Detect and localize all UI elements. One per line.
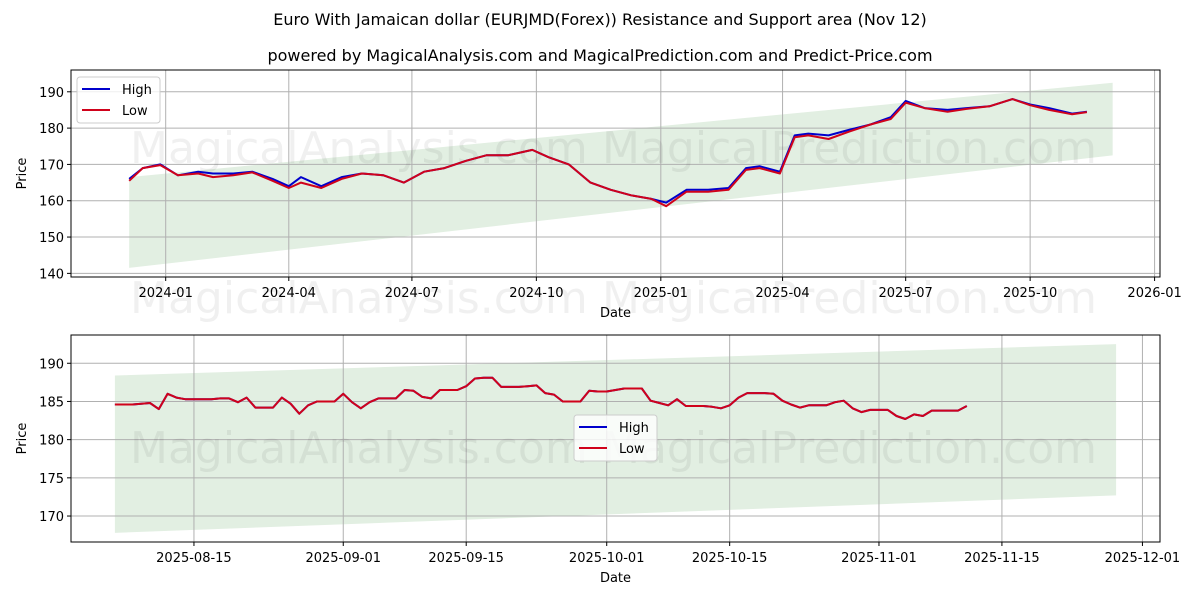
x-tick-label: 2025-10-15 bbox=[692, 551, 768, 566]
price-lines bbox=[114, 376, 968, 420]
legend-high-label: High bbox=[619, 421, 649, 436]
x-tick-label: 2024-07 bbox=[385, 286, 439, 301]
watermark-left: MagicalAnalysis.com bbox=[130, 423, 588, 474]
legend-low-label: Low bbox=[122, 104, 148, 119]
legend-high-label: High bbox=[122, 83, 152, 98]
low-line bbox=[128, 98, 1088, 208]
chart-title: Euro With Jamaican dollar (EURJMD(Forex)… bbox=[273, 10, 927, 29]
axis-ticks: 140 150 160 170 180 190 2024-01 2024-04 2024-07 2… bbox=[39, 86, 1182, 301]
x-tick-label: 2026-01 bbox=[1127, 286, 1181, 301]
legend-low-label: Low bbox=[619, 442, 645, 457]
x-tick-label: 2025-07 bbox=[879, 286, 933, 301]
x-tick-label: 2025-04 bbox=[755, 286, 809, 301]
x-tick-label: 2025-11-01 bbox=[841, 551, 917, 566]
y-tick-label: 160 bbox=[39, 195, 64, 210]
y-tick-label: 175 bbox=[39, 472, 64, 487]
x-tick-label: 2025-08-15 bbox=[156, 551, 232, 566]
y-tick-label: 150 bbox=[39, 231, 64, 246]
y-tick-label: 170 bbox=[39, 510, 64, 525]
x-tick-label: 2025-09-15 bbox=[428, 551, 504, 566]
legend: High Low bbox=[76, 76, 161, 124]
grid-lines bbox=[71, 70, 1160, 277]
y-tick-label: 190 bbox=[39, 357, 64, 372]
full-range-chart: MagicalAnalysis.com MagicalPrediction.co… bbox=[15, 69, 1182, 324]
y-tick-label: 170 bbox=[39, 158, 64, 173]
x-axis-label: Date bbox=[600, 306, 631, 321]
x-tick-label: 2025-10-01 bbox=[569, 551, 645, 566]
axis-ticks: 170 175 180 185 190 2025-08-15 2025-09-01 2025-… bbox=[39, 357, 1180, 566]
watermark-left: MagicalAnalysis.com bbox=[130, 123, 588, 174]
y-tick-label: 185 bbox=[39, 395, 64, 410]
watermark-left-lower: MagicalAnalysis.com bbox=[130, 273, 588, 324]
support-resistance-band bbox=[129, 82, 1113, 268]
x-tick-label: 2024-01 bbox=[139, 286, 193, 301]
x-tick-label: 2025-10 bbox=[1003, 286, 1057, 301]
chart-subtitle: powered by MagicalAnalysis.com and Magic… bbox=[267, 46, 933, 65]
watermark-right: MagicalPrediction.com bbox=[602, 423, 1097, 474]
y-tick-label: 180 bbox=[39, 434, 64, 449]
x-tick-label: 2025-01 bbox=[634, 286, 688, 301]
x-axis-label: Date bbox=[600, 571, 631, 586]
legend: High Low bbox=[573, 414, 658, 462]
watermark: MagicalAnalysis.com MagicalPrediction.co… bbox=[130, 423, 1097, 474]
x-tick-label: 2025-12-01 bbox=[1105, 551, 1181, 566]
price-lines bbox=[128, 98, 1088, 208]
y-axis-label: Price bbox=[15, 423, 30, 455]
axes-frame bbox=[70, 69, 1161, 278]
band-area bbox=[129, 82, 1113, 268]
x-tick-label: 2024-04 bbox=[262, 286, 316, 301]
watermark-right-lower: MagicalPrediction.com bbox=[602, 273, 1097, 324]
recent-range-chart: MagicalAnalysis.com MagicalPrediction.co… bbox=[15, 334, 1180, 586]
x-tick-label: 2025-11-15 bbox=[964, 551, 1040, 566]
x-tick-label: 2024-10 bbox=[509, 286, 563, 301]
x-tick-label: 2025-09-01 bbox=[305, 551, 381, 566]
watermark: MagicalAnalysis.com MagicalPrediction.co… bbox=[130, 123, 1097, 324]
y-tick-label: 190 bbox=[39, 86, 64, 101]
y-tick-label: 140 bbox=[39, 267, 64, 282]
axes-frame bbox=[70, 334, 1161, 543]
y-tick-label: 180 bbox=[39, 122, 64, 137]
low-line bbox=[114, 376, 968, 420]
y-axis-label: Price bbox=[15, 158, 30, 190]
